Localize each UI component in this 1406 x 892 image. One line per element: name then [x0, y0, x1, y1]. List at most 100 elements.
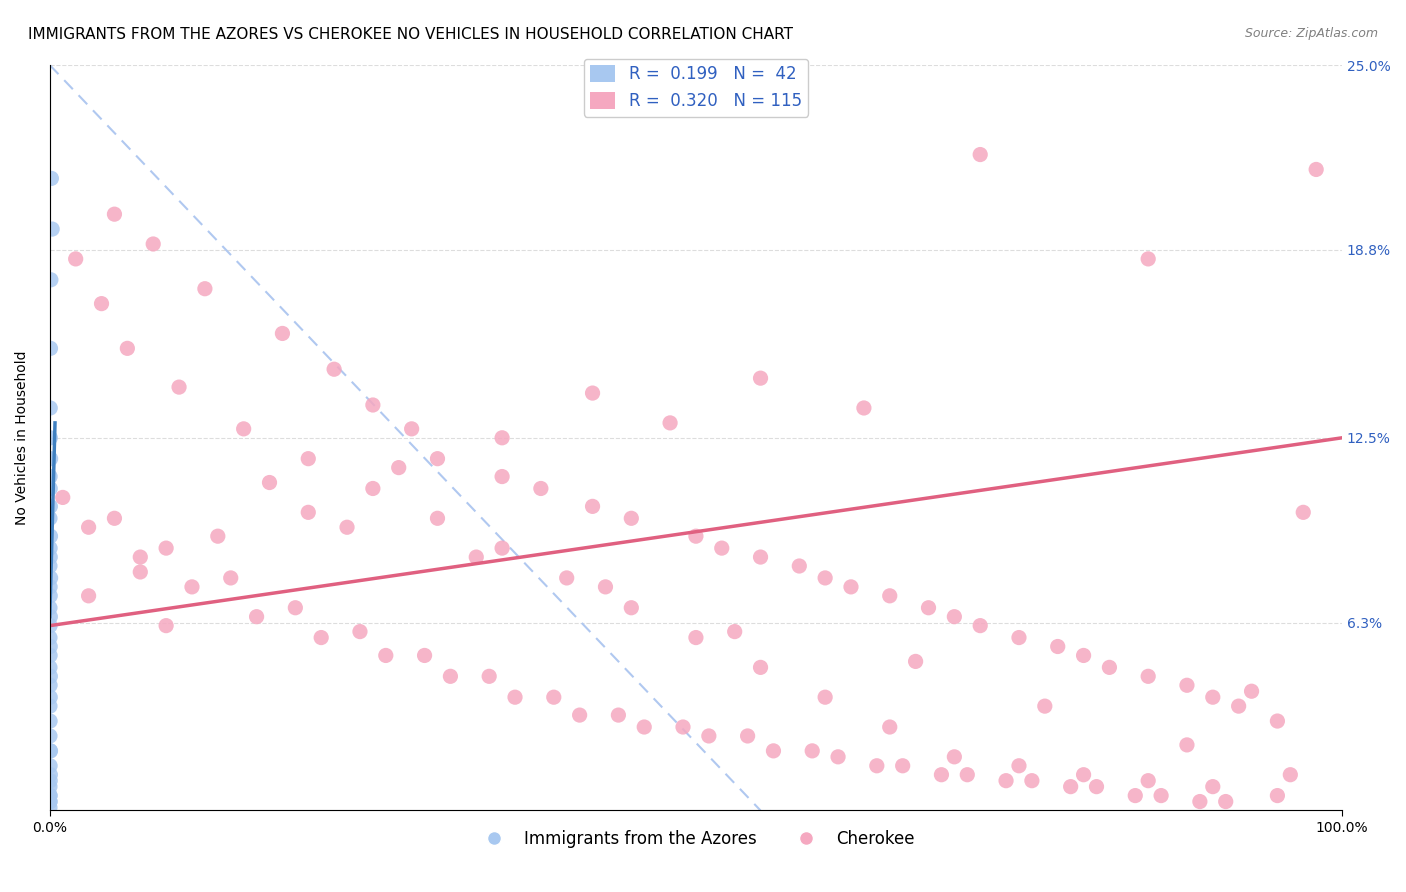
Point [852, 401, 875, 415]
Point [969, 618, 991, 632]
Point [543, 690, 565, 705]
Point [904, 654, 927, 668]
Point [1305, 162, 1327, 177]
Point [1267, 714, 1289, 728]
Point [1175, 678, 1198, 692]
Point [1188, 795, 1211, 809]
Point [917, 600, 939, 615]
Point [65, 252, 87, 266]
Point [181, 580, 204, 594]
Point [39, 795, 62, 809]
Point [39, 431, 62, 445]
Point [39, 482, 62, 496]
Point [620, 600, 643, 615]
Point [39, 729, 62, 743]
Point [710, 541, 733, 555]
Point [697, 729, 720, 743]
Point [1123, 789, 1146, 803]
Point [1098, 660, 1121, 674]
Point [491, 469, 513, 483]
Point [814, 690, 837, 705]
Point [478, 669, 501, 683]
Point [39, 342, 62, 356]
Point [1279, 768, 1302, 782]
Point [685, 529, 707, 543]
Point [1085, 780, 1108, 794]
Point [1033, 699, 1056, 714]
Point [839, 580, 862, 594]
Text: Source: ZipAtlas.com: Source: ZipAtlas.com [1244, 27, 1378, 40]
Point [801, 744, 824, 758]
Point [39, 744, 62, 758]
Point [388, 460, 411, 475]
Point [581, 386, 603, 401]
Point [787, 559, 810, 574]
Point [1215, 795, 1237, 809]
Point [39, 511, 62, 525]
Point [724, 624, 747, 639]
Point [39, 529, 62, 543]
Point [41, 171, 63, 186]
Point [891, 758, 914, 772]
Point [336, 520, 359, 534]
Point [491, 431, 513, 445]
Point [749, 550, 772, 565]
Point [232, 422, 254, 436]
Point [943, 749, 966, 764]
Point [129, 565, 152, 579]
Point [39, 660, 62, 674]
Point [995, 773, 1018, 788]
Point [685, 631, 707, 645]
Point [39, 800, 62, 814]
Point [207, 529, 229, 543]
Point [465, 550, 488, 565]
Point [1267, 789, 1289, 803]
Point [762, 744, 785, 758]
Point [39, 600, 62, 615]
Point [39, 451, 62, 466]
Point [361, 398, 384, 412]
Point [219, 571, 242, 585]
Point [194, 282, 217, 296]
Point [568, 708, 591, 723]
Point [297, 451, 319, 466]
Point [39, 780, 62, 794]
Point [271, 326, 294, 341]
Point [39, 559, 62, 574]
Point [581, 500, 603, 514]
Point [426, 511, 449, 525]
Point [39, 618, 62, 632]
Point [672, 720, 695, 734]
Point [39, 541, 62, 555]
Point [555, 571, 578, 585]
Point [737, 729, 759, 743]
Point [866, 758, 889, 772]
Point [39, 789, 62, 803]
Point [41, 222, 63, 236]
Point [39, 609, 62, 624]
Point [607, 708, 630, 723]
Legend: Immigrants from the Azores, Cherokee: Immigrants from the Azores, Cherokee [470, 823, 921, 855]
Point [117, 342, 139, 356]
Point [39, 631, 62, 645]
Point [1202, 690, 1225, 705]
Point [309, 631, 332, 645]
Point [103, 511, 125, 525]
Point [1137, 773, 1160, 788]
Point [39, 678, 62, 692]
Point [77, 589, 100, 603]
Point [39, 773, 62, 788]
Point [39, 500, 62, 514]
Point [426, 451, 449, 466]
Point [827, 749, 849, 764]
Point [39, 571, 62, 585]
Point [814, 571, 837, 585]
Point [284, 600, 307, 615]
Point [1202, 780, 1225, 794]
Point [129, 550, 152, 565]
Point [503, 690, 526, 705]
Point [1227, 699, 1250, 714]
Point [1175, 738, 1198, 752]
Point [52, 491, 75, 505]
Point [323, 362, 346, 376]
